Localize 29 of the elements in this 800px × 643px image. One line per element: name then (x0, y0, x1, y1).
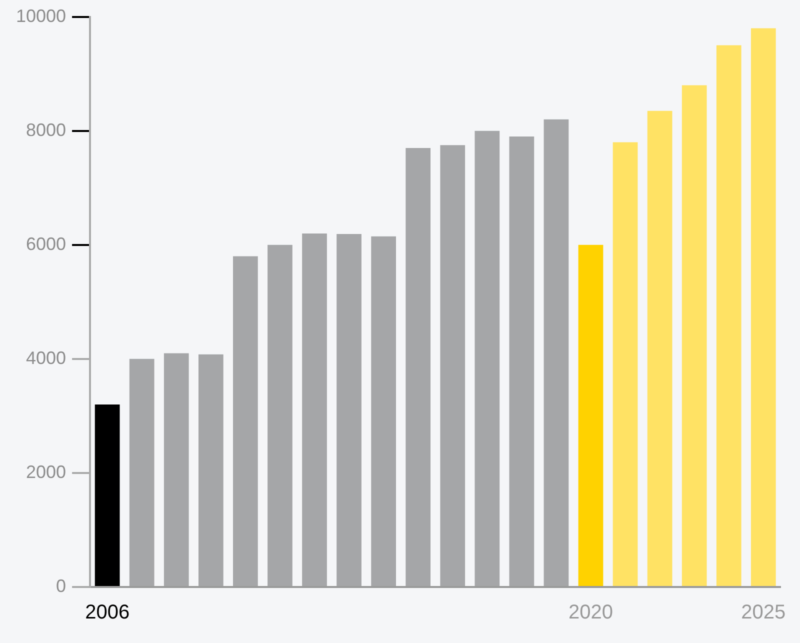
bar (94, 404, 120, 586)
y-tick-label: 2000 (26, 462, 66, 482)
y-tick-label: 6000 (26, 234, 66, 254)
y-tick-label: 8000 (26, 120, 66, 140)
bar (578, 244, 604, 586)
y-tick-label: 10000 (16, 6, 66, 26)
bar (371, 236, 396, 586)
x-tick-label: 2025 (741, 602, 786, 624)
bar (302, 233, 327, 586)
bar (440, 145, 466, 586)
bar (233, 256, 258, 586)
bar (406, 148, 431, 586)
bar (682, 85, 707, 586)
bar (336, 234, 362, 586)
x-tick-label: 2006 (85, 602, 130, 624)
bar (716, 45, 742, 586)
bar (129, 358, 154, 586)
x-tick-label: 2020 (568, 602, 613, 624)
y-tick-label: 4000 (26, 348, 66, 368)
bar (544, 119, 569, 586)
bar (509, 136, 534, 586)
bar (612, 142, 638, 586)
bar (268, 244, 292, 586)
y-tick-label: 0 (56, 576, 66, 596)
bar (647, 110, 672, 586)
bar (474, 130, 500, 586)
bar (198, 354, 224, 586)
bar (750, 28, 776, 586)
bar (164, 353, 189, 586)
